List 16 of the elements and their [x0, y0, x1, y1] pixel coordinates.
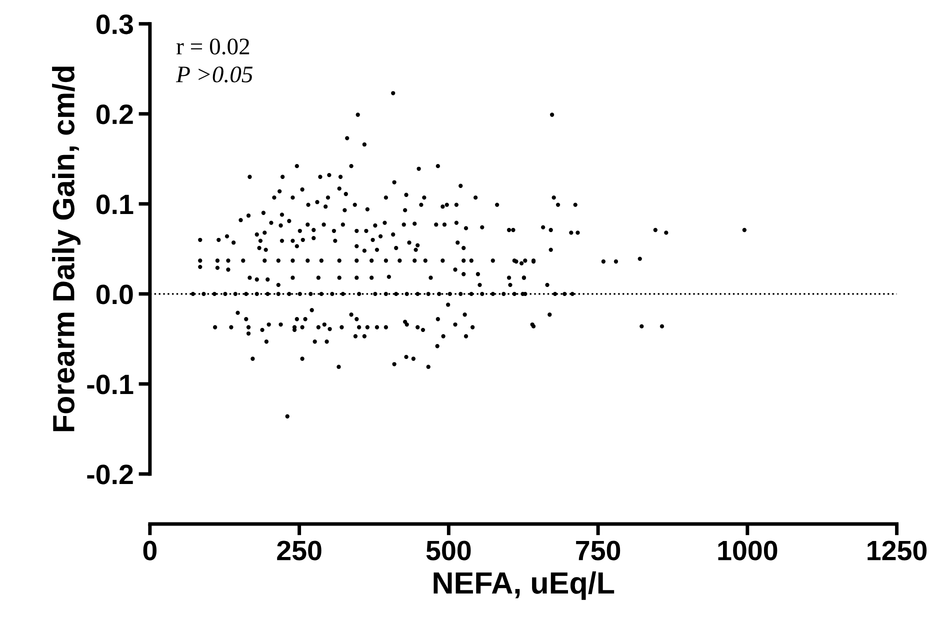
- x-tick-label: 500: [426, 540, 471, 560]
- x-axis-title: NEFA, uEq/L: [434, 571, 614, 600]
- x-tick-label: 0: [143, 540, 157, 560]
- x-tick-label: 750: [576, 540, 620, 560]
- y-tick-label: -0.1: [87, 374, 134, 394]
- y-axis-title: Forearm Daily Gain, cm/d: [52, 66, 81, 432]
- y-tick-label: 0.1: [96, 194, 134, 214]
- y-tick-label: 0.0: [96, 284, 133, 304]
- y-tick-label: 0.3: [96, 14, 133, 34]
- x-tick-label: 250: [277, 540, 322, 560]
- y-tick-label: -0.2: [87, 464, 133, 484]
- y-tick-label: 0.2: [96, 104, 133, 124]
- annotation: P >0.05: [176, 66, 253, 83]
- x-tick-label: 1000: [718, 540, 778, 560]
- annotation: r = 0.02: [176, 38, 250, 55]
- x-tick-label: 1250: [868, 540, 927, 560]
